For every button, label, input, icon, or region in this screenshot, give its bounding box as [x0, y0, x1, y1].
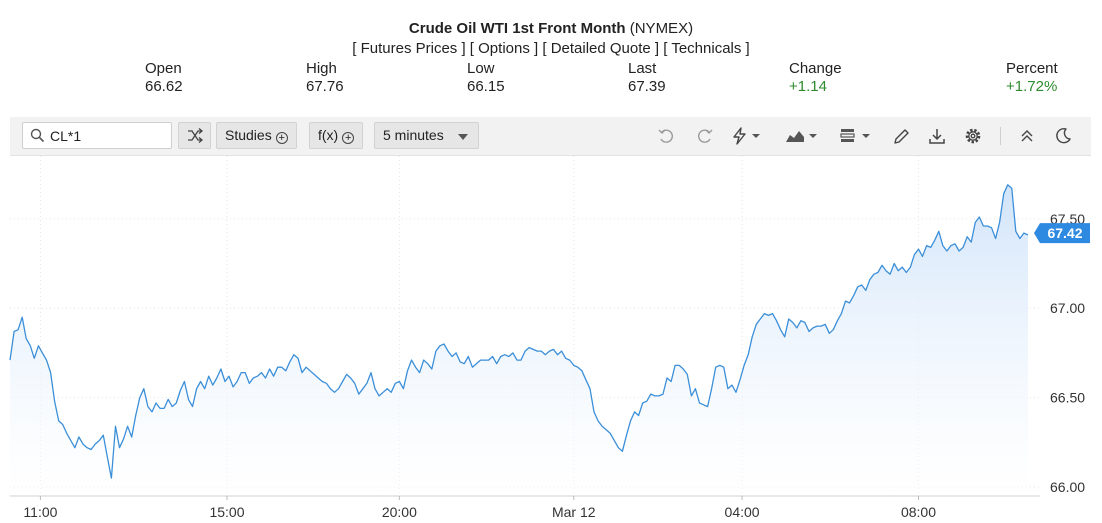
stat-last: Last 67.39: [628, 60, 666, 96]
symbol-search[interactable]: [22, 122, 172, 149]
stat-percent-label: Percent: [1006, 60, 1058, 77]
undo-icon[interactable]: [656, 126, 678, 146]
x-tick-label: 04:00: [725, 504, 760, 520]
stat-low-label: Low: [467, 60, 495, 77]
add-function-icon: +: [342, 132, 355, 144]
x-tick-label: 08:00: [901, 504, 936, 520]
function-button[interactable]: f(x) +: [309, 122, 364, 149]
symbol-input[interactable]: [50, 126, 165, 146]
stat-low: Low 66.15: [467, 60, 505, 96]
y-tick-label: 67.50: [1050, 211, 1085, 227]
stat-high-label: High: [306, 60, 337, 77]
current-price-badge: 67.42: [1034, 223, 1090, 244]
stat-high-value: 67.76: [306, 78, 344, 95]
stat-last-label: Last: [628, 60, 657, 77]
chart-type-icon[interactable]: [784, 126, 822, 146]
studies-button[interactable]: Studies +: [216, 122, 297, 149]
y-tick-label: 66.00: [1050, 479, 1085, 495]
price-chart[interactable]: 67.50 67.00 66.50 66.00 11:00 15:00 20:00 Mar …: [0, 156, 1102, 523]
x-tick-label: Mar 12: [552, 504, 596, 520]
function-label: f(x): [318, 127, 339, 143]
stat-high: High 67.76: [306, 60, 344, 96]
link-futures-prices[interactable]: Futures Prices: [360, 40, 458, 57]
stat-last-value: 67.39: [628, 78, 666, 95]
download-icon[interactable]: [926, 126, 948, 146]
search-icon: [30, 128, 45, 143]
exchange-name: (NYMEX): [629, 20, 694, 37]
stat-change-label: Change: [789, 60, 842, 77]
stat-open: Open 66.62: [145, 60, 183, 96]
flash-icon[interactable]: [729, 126, 765, 146]
price-area: [10, 184, 1028, 497]
y-tick-label: 67.00: [1050, 300, 1085, 316]
toolbar-divider: [1000, 127, 1001, 145]
link-detailed-quote[interactable]: Detailed Quote: [550, 40, 651, 57]
chart-title: Crude Oil WTI 1st Front Month (NYMEX): [0, 20, 1102, 37]
price-line: [9, 184, 1029, 479]
stat-open-value: 66.62: [145, 78, 183, 95]
compare-button[interactable]: [178, 122, 211, 149]
stat-percent: Percent +1.72%: [1006, 60, 1058, 96]
interval-label: 5 minutes: [383, 127, 444, 143]
interval-select[interactable]: 5 minutes: [374, 122, 479, 149]
stat-change-value: +1.14: [789, 78, 827, 95]
theme-icon[interactable]: [1052, 126, 1074, 146]
x-tick-label: 20:00: [382, 504, 417, 520]
chart-grid: [10, 156, 1040, 496]
current-price-label: 67.42: [1047, 225, 1082, 241]
link-options[interactable]: Options: [478, 40, 530, 57]
x-tick-label: 15:00: [209, 504, 244, 520]
compare-icon: [188, 128, 204, 143]
current-price-marker: [1034, 223, 1090, 244]
x-tick-label: 11:00: [23, 504, 57, 520]
draw-icon[interactable]: [890, 126, 912, 146]
stat-change: Change +1.14: [789, 60, 842, 96]
stat-percent-value: +1.72%: [1006, 78, 1058, 95]
stat-open-label: Open: [145, 60, 182, 77]
chevron-down-icon: [458, 134, 468, 140]
instrument-name: Crude Oil WTI 1st Front Month: [408, 20, 626, 37]
price-axis: 67.50 67.00 66.50 66.00: [1050, 211, 1085, 495]
chart-toolbar: Studies+ f(x)+ 5 minutes: [10, 117, 1091, 156]
link-technicals[interactable]: Technicals: [671, 40, 742, 57]
y-tick-label: 66.50: [1050, 390, 1085, 406]
stat-low-value: 66.15: [467, 78, 505, 95]
template-icon[interactable]: [838, 126, 876, 146]
redo-icon[interactable]: [693, 126, 715, 146]
collapse-icon[interactable]: [1016, 126, 1038, 146]
studies-label: Studies: [225, 127, 272, 143]
time-axis: 11:00 15:00 20:00 Mar 12 04:00 08:00: [23, 496, 936, 520]
add-study-icon: +: [275, 132, 288, 144]
quote-links: [ Futures Prices ] [ Options ] [ Detaile…: [352, 40, 750, 57]
settings-icon[interactable]: [962, 126, 984, 146]
